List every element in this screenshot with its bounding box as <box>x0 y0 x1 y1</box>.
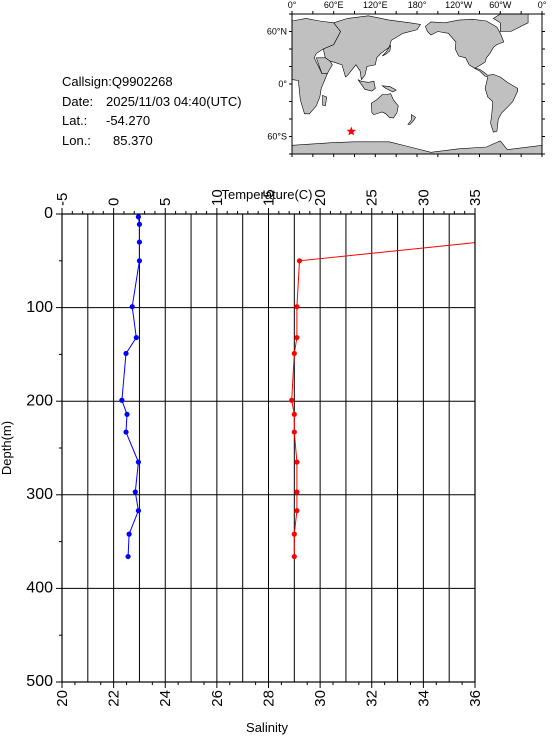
temperature-point <box>132 489 138 495</box>
temperature-tick-label: -5 <box>54 193 71 206</box>
date-row: Date: 2025/11/03 04:40(UTC) <box>62 92 242 112</box>
temperature-point <box>135 214 142 220</box>
temperature-tick-label: 0 <box>106 198 123 206</box>
temperature-tick-label: 20 <box>312 189 329 206</box>
map-latitude-label: 0° <box>278 79 287 89</box>
lon-value: 85.370 <box>113 132 153 148</box>
temperature-line <box>121 216 140 557</box>
map-longitude-label: 120°W <box>445 0 473 10</box>
depth-tick-label: 500 <box>26 673 53 690</box>
depth-tick-label: 400 <box>26 580 53 597</box>
lat-row: Lat.: -54.270 <box>62 111 242 131</box>
temperature-tick-label: 35 <box>467 189 484 206</box>
callsign-label: Callsign: <box>62 74 112 89</box>
temperature-point <box>133 334 139 341</box>
salinity-point <box>289 397 295 403</box>
temperature-tick-label: 15 <box>260 189 277 206</box>
salinity-series <box>289 242 475 560</box>
map-longitude-label: 180° <box>408 0 427 10</box>
salinity-point <box>294 334 300 341</box>
map-landmass <box>474 68 519 133</box>
float-info: Callsign:Q9902268 Date: 2025/11/03 04:40(… <box>62 72 242 150</box>
map-landmass <box>407 114 417 125</box>
date-label: Date: <box>62 93 94 109</box>
map-landmass <box>381 85 397 93</box>
chart-series <box>119 214 475 560</box>
map-latitude-label: 60°N <box>267 27 287 37</box>
depth-tick-label: 0 <box>44 205 53 222</box>
temperature-point <box>136 221 143 227</box>
temperature-point <box>126 531 132 537</box>
map-landmass <box>315 57 333 74</box>
map-landmass <box>357 79 376 92</box>
salinity-point <box>294 489 300 495</box>
depth-axis-title: Depth(m) <box>0 421 14 475</box>
temperature-point <box>136 258 143 264</box>
temperature-series <box>119 214 143 560</box>
map-landmass <box>370 93 399 119</box>
depth-tick-label: 300 <box>26 486 53 503</box>
salinity-tick-label: 22 <box>106 690 123 707</box>
depth-tick-label: 100 <box>26 299 53 316</box>
temperature-point <box>119 397 125 403</box>
chart-grid <box>61 214 476 682</box>
salinity-point <box>296 258 303 264</box>
lat-value: -54.270 <box>106 113 151 128</box>
temperature-tick-label: 10 <box>209 189 226 206</box>
depth-tick-label: 200 <box>26 392 53 409</box>
salinity-axis-title: Salinity <box>246 720 288 735</box>
map-landmass <box>424 18 505 69</box>
salinity-point <box>291 350 297 357</box>
salinity-point <box>291 429 297 435</box>
map-longitude-label: 0° <box>538 0 547 10</box>
map-longitude-label: 120°E <box>363 0 388 10</box>
temperature-axis-title: Temperature(C) <box>221 187 312 202</box>
temperature-point <box>123 429 129 435</box>
lat-label: Lat.: <box>62 113 88 128</box>
map-longitude-label: 60°W <box>489 0 512 10</box>
salinity-point <box>291 531 297 537</box>
temperature-point <box>124 411 130 417</box>
temperature-tick-label: 25 <box>364 189 381 206</box>
temperature-point <box>135 508 142 514</box>
temperature-point <box>123 350 129 357</box>
map-longitude-label: 60°E <box>324 0 344 10</box>
map-longitude-label: 0° <box>288 0 297 10</box>
salinity-point <box>294 508 300 514</box>
temperature-tick-label: 5 <box>157 198 174 206</box>
salinity-tick-label: 32 <box>364 690 381 707</box>
salinity-point <box>294 459 300 465</box>
salinity-point <box>291 553 297 560</box>
salinity-tick-label: 24 <box>157 690 174 707</box>
map-landmass <box>322 94 328 107</box>
temperature-point <box>129 304 135 310</box>
map-latitude-label: 60°S <box>267 132 287 142</box>
float-location-star-icon <box>346 126 356 136</box>
date-value: 2025/11/03 04:40(UTC) <box>106 93 242 109</box>
lon-row: Lon.: 85.370 <box>62 131 242 151</box>
salinity-tick-label: 26 <box>209 690 226 707</box>
temperature-tick-label: 30 <box>415 189 432 206</box>
salinity-tick-label: 28 <box>260 690 277 707</box>
salinity-tick-label: 34 <box>415 690 432 707</box>
map-landmass <box>382 44 392 57</box>
salinity-point <box>294 304 300 310</box>
lon-label: Lon.: <box>62 132 91 148</box>
salinity-tick-label: 36 <box>467 690 484 707</box>
salinity-tick-label: 30 <box>312 690 329 707</box>
callsign-value: Q9902268 <box>111 74 173 89</box>
salinity-point <box>291 411 297 417</box>
callsign-row: Callsign:Q9902268 <box>62 72 242 92</box>
temperature-point <box>135 459 142 465</box>
temperature-point <box>136 239 143 245</box>
temperature-point <box>125 553 131 560</box>
salinity-tick-label: 20 <box>54 690 71 707</box>
